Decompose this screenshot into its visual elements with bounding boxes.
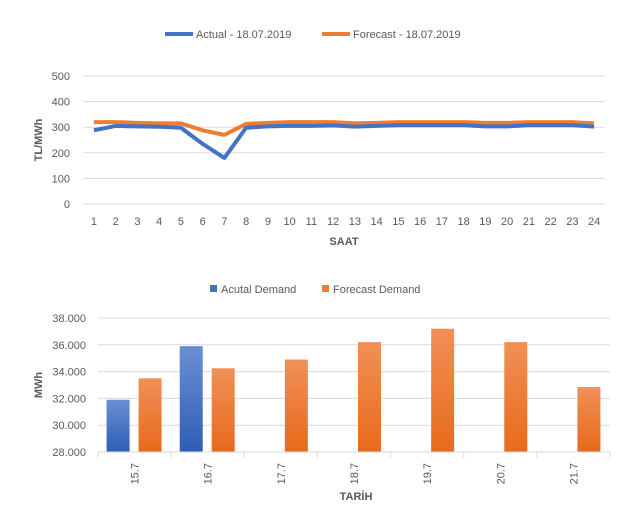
bar-forecast [284,359,308,452]
x-tick-label: 6 [200,216,206,228]
x-tick-label: 21.7 [568,463,580,484]
x-tick-label: 19 [479,216,491,228]
legend-label: Forecast - 18.07.2019 [353,29,461,41]
series-line-forecast [93,120,595,137]
y-tick-label: 38.000 [52,313,86,325]
x-tick-label: 21 [523,216,535,228]
y-tick-label: 28.000 [52,447,86,459]
y-tick-label: 36.000 [52,340,86,352]
x-tick-label: 14 [371,216,383,228]
legend-swatch [210,285,217,292]
bar-forecast [211,368,235,452]
x-axis-title: TARİH [340,490,373,503]
bar-actual [106,399,130,452]
x-axis-title: SAAT [329,236,358,248]
y-tick-label: 200 [52,148,70,160]
bar-chart: 28.000 30.000 32.000 34.000 36.000 38.000 15.7… [33,284,611,503]
x-tick-label: 7 [221,216,227,228]
x-tick-label: 11 [306,216,317,228]
x-tick-label: 16.7 [203,463,215,484]
x-tick-label: 1 [91,216,97,228]
series-line-actual [93,123,595,160]
x-tick-label: 22 [545,216,557,228]
y-tick-label: 300 [52,122,70,134]
x-tick-label: 16 [414,216,426,228]
legend-swatch [322,285,329,292]
y-tick-label: 30.000 [52,420,86,432]
x-tick-label: 19.7 [422,463,434,484]
x-tick-label: 18.7 [349,463,361,484]
bar-actual [179,346,203,452]
x-tick-label: 5 [178,216,184,228]
x-tick-label: 3 [134,216,140,228]
y-tick-label: 400 [52,97,70,109]
x-tick-label: 15 [392,216,404,228]
y-axis-title: TL/MWh [33,118,45,161]
x-tick-label: 2 [113,216,119,228]
x-tick-label: 10 [284,216,296,228]
x-tick-label: 18 [458,216,470,228]
bar-forecast [358,342,381,452]
y-tick-label: 500 [52,71,70,83]
bar-forecast [138,378,162,452]
legend-label: Forecast Demand [333,284,420,296]
x-tick-label: 13 [349,216,361,228]
x-tick-label: 23 [566,216,578,228]
x-tick-label: 17.7 [276,463,288,484]
y-axis-title: MWh [33,372,45,399]
bar-forecast [577,387,601,452]
x-tick-label: 15.7 [130,463,142,484]
x-tick-label: 12 [327,216,339,228]
y-tick-label: 32.000 [52,393,86,405]
x-tick-label: 20 [501,216,513,228]
legend-label: Acutal Demand [221,284,296,296]
y-tick-label: 100 [52,173,70,185]
x-tick-label: 24 [588,216,600,228]
bar-forecast [431,328,455,452]
bar-forecast [504,342,528,452]
x-tick-label: 9 [265,216,271,228]
y-tick-label: 34.000 [52,367,86,379]
x-tick-label: 8 [243,216,249,228]
legend-label: Actual - 18.07.2019 [196,29,291,41]
x-tick-label: 4 [156,216,162,228]
x-tick-label: 20.7 [495,463,507,484]
y-tick-label: 0 [64,199,70,211]
x-tick-label: 17 [436,216,448,228]
